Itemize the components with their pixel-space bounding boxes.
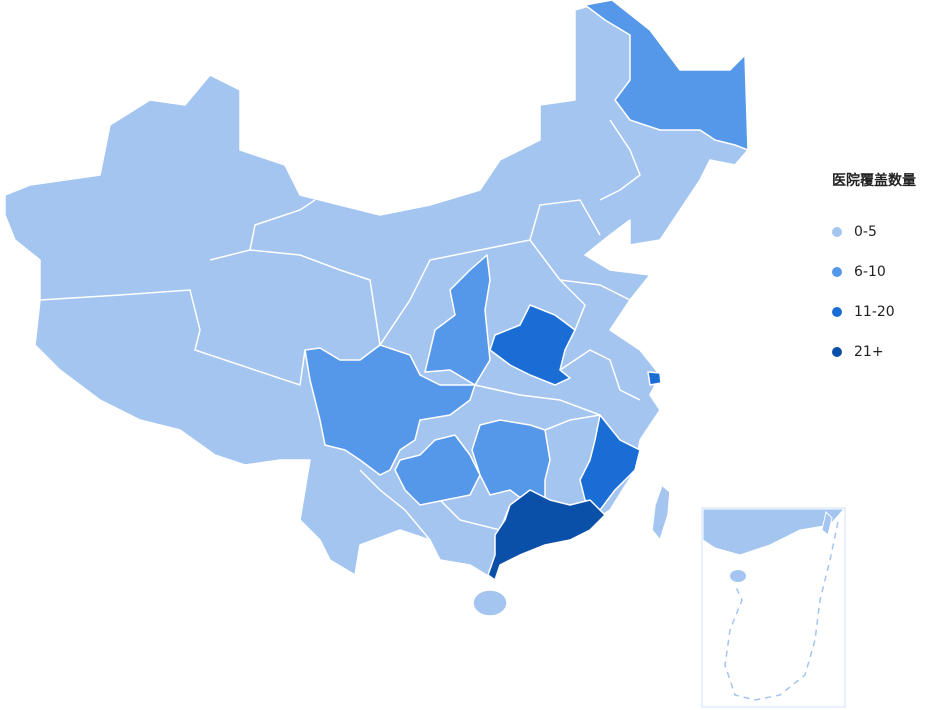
region-sichuan[interactable]	[304, 344, 476, 476]
legend-label: 11-20	[854, 304, 895, 320]
legend-item[interactable]: 21+	[832, 332, 916, 372]
region-shaanxi[interactable]	[424, 254, 491, 386]
region-shanghai[interactable]	[647, 371, 662, 386]
south-china-sea-inset	[701, 507, 846, 708]
region-henan[interactable]	[489, 304, 576, 386]
legend-label: 21+	[854, 344, 884, 360]
legend-label: 6-10	[854, 264, 886, 280]
legend-title: 医院覆盖数量	[832, 173, 916, 189]
legend-dot-icon	[832, 227, 842, 237]
legend-dot-icon	[832, 307, 842, 317]
legend-label: 0-5	[854, 224, 877, 240]
legend-dot-icon	[832, 347, 842, 357]
legend: 医院覆盖数量 0-5 6-10 11-20 21+	[832, 170, 916, 372]
legend-item[interactable]: 6-10	[832, 252, 916, 292]
hainan[interactable]	[472, 589, 508, 617]
region-heilongjiang[interactable]	[584, 0, 749, 151]
region-guangdong[interactable]	[487, 489, 606, 581]
taiwan[interactable]	[651, 484, 671, 541]
region-guizhou[interactable]	[394, 434, 481, 506]
legend-item[interactable]: 0-5	[832, 212, 916, 252]
legend-item[interactable]: 11-20	[832, 292, 916, 332]
legend-dot-icon	[832, 267, 842, 277]
